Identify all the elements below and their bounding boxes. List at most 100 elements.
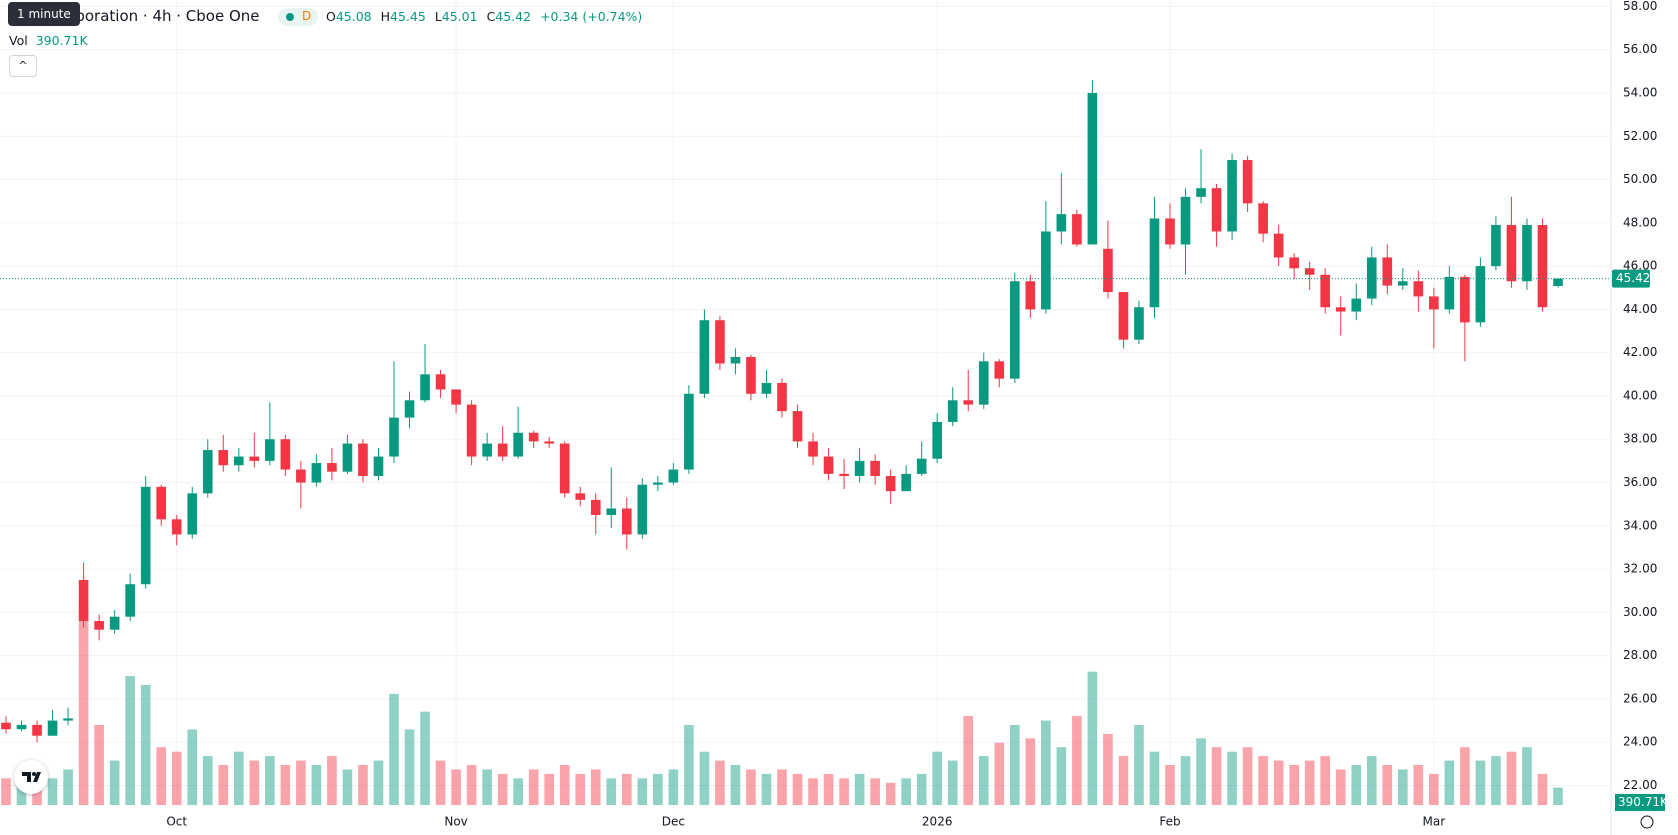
volume-bar: [311, 765, 322, 805]
volume-bar: [1, 778, 11, 805]
y-tick-label: 58.00: [1623, 0, 1657, 13]
y-tick-label: 44.00: [1623, 302, 1657, 316]
ohlc-value: 45.45: [390, 9, 426, 24]
candle-body: [606, 508, 617, 515]
candle-body: [621, 508, 632, 535]
ohlc-value: 45.08: [335, 9, 372, 24]
x-tick-label: Nov: [444, 815, 467, 829]
y-tick-label: 40.00: [1623, 388, 1657, 402]
candle-body: [1025, 281, 1036, 310]
volume-bar: [528, 769, 539, 805]
candle-body: [823, 456, 834, 474]
volume-bar: [63, 769, 73, 805]
symbol-title[interactable]: orporation · 4h · Cboe One: [60, 7, 260, 25]
logo[interactable]: [14, 760, 48, 794]
ohlc-value: 45.42: [495, 9, 532, 24]
candle-body: [420, 374, 430, 401]
candle-body: [451, 389, 461, 405]
ohlc-key: L: [434, 9, 442, 24]
candle-body: [885, 476, 896, 492]
candle-body: [684, 393, 694, 470]
volume-bar: [885, 782, 896, 805]
status-dot: [286, 13, 294, 21]
volume-tag-label: 390.71K: [1618, 795, 1669, 809]
volume-bar: [1522, 747, 1532, 805]
volume-bar: [1553, 787, 1563, 805]
volume-bar: [1056, 747, 1067, 805]
volume-bar: [730, 765, 741, 805]
candle-body: [528, 432, 539, 442]
volume-bar: [1103, 733, 1113, 805]
logo-icon: [22, 772, 41, 782]
candle-body: [1444, 276, 1455, 310]
volume-bar: [265, 756, 275, 805]
y-tick-label: 22.00: [1623, 778, 1657, 792]
volume-bar: [1429, 773, 1439, 805]
volume-bar: [373, 760, 384, 805]
volume-bar: [1351, 765, 1362, 805]
candle-body: [699, 320, 710, 394]
volume-bar: [280, 765, 291, 805]
candle-body: [978, 361, 989, 405]
candle-body: [373, 456, 384, 477]
settings-icon: [1640, 815, 1654, 829]
y-tick-label: 46.00: [1623, 259, 1657, 273]
volume-bar: [156, 747, 167, 805]
y-tick-label: 32.00: [1623, 562, 1657, 576]
volume-bar: [1118, 756, 1129, 805]
candle-body: [156, 486, 167, 520]
candle-body: [1382, 257, 1393, 286]
candle-body: [1320, 274, 1331, 308]
collapse-button[interactable]: ^: [9, 55, 37, 77]
volume-bar: [575, 773, 586, 805]
volume-bar: [420, 711, 430, 805]
candle-body: [311, 463, 322, 483]
candle-body: [1165, 218, 1175, 245]
candle-body: [94, 621, 104, 630]
candle-body: [839, 473, 849, 477]
candle-body: [963, 400, 974, 405]
candle-body: [482, 443, 492, 457]
candle-body: [16, 724, 27, 730]
candle-body: [1149, 218, 1160, 308]
candle-body: [1460, 276, 1470, 323]
candle-body: [1304, 268, 1315, 275]
volume-bar: [1227, 751, 1237, 805]
candle-body: [1553, 278, 1563, 287]
candle-body: [1041, 231, 1051, 310]
candle-body: [1242, 160, 1253, 204]
x-tick-label: Mar: [1423, 815, 1446, 829]
volume-bar: [1475, 760, 1486, 805]
candle-body: [559, 443, 570, 494]
candle-body: [404, 400, 415, 418]
volume-bar: [125, 676, 135, 805]
candle-body: [777, 382, 787, 412]
candle-body: [1056, 214, 1067, 232]
candle-body: [761, 382, 772, 394]
volume-bar: [606, 778, 617, 805]
header: 1 minute orporation · 4h · Cboe One D O4…: [0, 0, 1600, 90]
volume-value: 390.71K: [35, 33, 88, 48]
volume-bar: [544, 773, 555, 805]
candle-body: [187, 493, 198, 535]
candle-body: [1118, 292, 1129, 340]
ohlc-key: C: [486, 9, 496, 24]
volume-bar: [1397, 769, 1408, 805]
candle-body: [870, 460, 880, 477]
volume-bar: [1506, 751, 1517, 805]
y-tick-label: 52.00: [1623, 129, 1657, 143]
y-tick-label: 30.00: [1623, 605, 1657, 619]
candle-body: [218, 450, 229, 466]
candle-body: [730, 356, 741, 364]
candle-body: [637, 484, 648, 535]
candle-body: [1289, 257, 1299, 269]
volume-bar: [1304, 760, 1315, 805]
volume-bar: [715, 760, 725, 805]
volume-bar: [653, 773, 663, 805]
y-tick-label: 24.00: [1623, 735, 1657, 749]
volume-bar: [761, 773, 772, 805]
last-price-label: 45.42: [1616, 271, 1650, 285]
volume-bar: [854, 773, 865, 805]
candle-body: [497, 443, 508, 457]
